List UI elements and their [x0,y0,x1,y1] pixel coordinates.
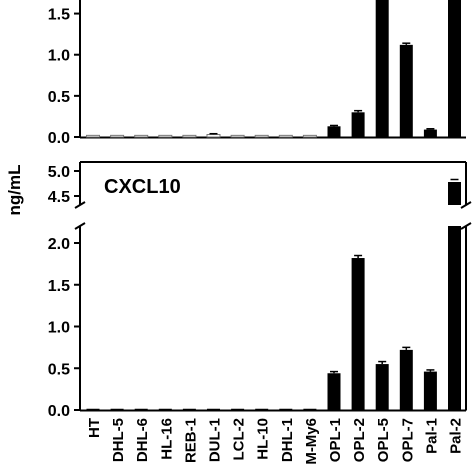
x-tick-label-lcl-2: LCL-2 [231,418,248,461]
bottom-y-tick-label: 0.0 [48,403,70,420]
bottom-y-tick-label: 0.5 [48,361,70,378]
axis-break-mark-left [74,201,86,209]
bottom-bar-pal-2-lower [448,226,461,410]
axis-break-mark-left [74,222,86,230]
x-tick-label-dhl-6: DHL-6 [134,418,151,462]
x-tick-label-opl-1: OPL-1 [327,418,344,462]
x-tick-label-opl-2: OPL-2 [351,418,368,462]
top-bar-dhl-6 [134,134,149,138]
x-tick-label-opl-5: OPL-5 [375,418,392,462]
x-tick-label-dul-1: DUL-1 [207,418,224,462]
bottom-bar-pal-2-upper [448,182,461,205]
bottom-y-tick-label: 1.5 [48,278,70,295]
x-tick-label-hl-10: HL-10 [255,418,272,460]
x-tick-label-opl-7: OPL-7 [399,418,416,462]
bottom-bar-pal-1 [423,371,437,410]
top-bar-dhl-1 [278,134,293,138]
top-bar-hl-10 [254,134,269,138]
bottom-bar-opl-5 [375,364,389,410]
top-bar-opl-7 [399,44,413,138]
x-tick-label-hl-16: HL-16 [158,418,175,460]
bottom-bar-opl-2 [351,258,365,410]
top-y-tick-label: 0.5 [48,89,70,106]
x-tick-label-dhl-1: DHL-1 [279,418,296,462]
top-bar-opl-2 [351,112,365,137]
bottom-y-tick-label: 4.5 [48,189,70,206]
bottom-panel: 0.0 0.5 1.0 1.5 2.0 4.5 5.0 HT DHL-5 DHL-6 HL-16 RE… [48,161,472,465]
top-bar-pal-1 [423,129,437,137]
bottom-bar-opl-1 [327,373,341,410]
top-y-tick-label: 0.0 [48,130,70,147]
top-bar-lcl-2 [230,134,245,138]
top-bar-dhl-5 [110,134,125,138]
axis-break-mark-right [460,201,472,209]
top-y-tick-label: 1.5 [48,7,70,24]
x-tick-label-m-my6: M-My6 [303,418,320,465]
bottom-bar-opl-7 [399,349,413,410]
axis-break-mark-right [460,222,472,230]
top-bar-dul-1 [206,134,221,138]
bottom-y-tick-label: 1.0 [48,320,70,337]
top-bar-ht [86,134,100,138]
x-tick-label-dhl-5: DHL-5 [110,418,127,462]
top-bar-hl-16 [158,134,173,138]
top-bar-pal-2 [448,0,461,137]
bottom-y-tick-label: 2.0 [48,236,70,253]
top-bar-m-my6 [302,134,317,138]
x-tick-label-pal-2: Pal-2 [448,418,465,454]
y-axis-label: ng/mL [5,165,24,216]
x-tick-label-reb-1: REB-1 [182,418,199,463]
top-bar-reb-1 [182,134,197,138]
x-tick-label-pal-1: Pal-1 [423,418,440,454]
chart-title-cxcl10: CXCL10 [104,176,181,198]
top-panel: 0.0 0.5 1.0 1.5 [48,0,466,147]
bottom-y-tick-label: 5.0 [48,164,70,181]
top-bar-opl-1 [327,126,341,137]
top-bar-opl-5 [375,0,389,137]
x-tick-label-ht: HT [86,418,103,438]
top-y-tick-label: 1.0 [48,48,70,65]
